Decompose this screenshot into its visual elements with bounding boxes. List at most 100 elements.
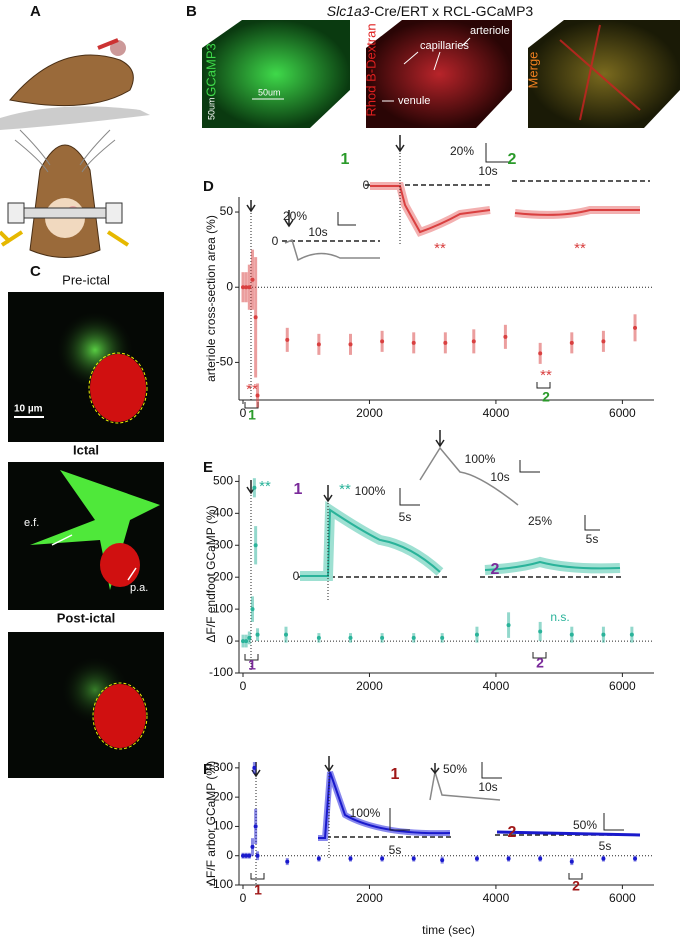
title-part: Slc1a3 [327, 3, 370, 19]
annotation: 100% [350, 806, 381, 820]
data-point [380, 856, 385, 861]
annotation: 50% [443, 762, 467, 776]
panel-label: A [30, 3, 41, 20]
annotation: ** [259, 478, 271, 495]
data-point [601, 632, 606, 637]
y-tick-label: 100 [213, 601, 233, 615]
annotation: 100% [355, 484, 386, 498]
scale-label: 50um [258, 87, 281, 97]
data-point [538, 856, 543, 861]
data-point [506, 856, 511, 861]
panel-label: F [203, 761, 212, 778]
image-rhod [366, 20, 512, 128]
annotation: 1 [254, 882, 262, 898]
data-point [474, 856, 479, 861]
x-axis-label: time (sec) [422, 923, 475, 937]
data-point [569, 859, 574, 864]
panel-label: B [186, 3, 197, 20]
y-tick-label: 0 [226, 633, 233, 647]
annotation: 5s [599, 839, 612, 853]
x-tick-label: 2000 [356, 679, 383, 693]
annotation: 10s [478, 164, 497, 178]
annotation: 5s [586, 532, 599, 546]
data-point [316, 342, 321, 347]
annotation: 10s [308, 225, 327, 239]
data-point [569, 632, 574, 637]
y-tick-label: 0 [226, 848, 233, 862]
data-point [283, 632, 288, 637]
data-point [538, 629, 543, 634]
x-tick-label: 0 [240, 891, 247, 905]
data-point [411, 856, 416, 861]
panel-label: C [30, 263, 41, 280]
x-tick-label: 6000 [609, 891, 636, 905]
panel-label: E [203, 459, 213, 476]
data-point [241, 639, 245, 644]
data-point [411, 340, 416, 345]
annotation: 1 [391, 766, 400, 783]
data-point [241, 285, 245, 290]
annotation: ** [246, 381, 258, 398]
image-label: Rhod B-Dextran [363, 23, 378, 116]
data-point [244, 285, 249, 290]
data-point [471, 339, 476, 344]
data-point [348, 856, 353, 861]
annotation: 1 [248, 657, 256, 673]
annotation: ** [339, 481, 351, 498]
y-tick-label: 100 [213, 819, 233, 833]
annotation: 2 [508, 151, 517, 168]
y-axis-label: arteriole cross-section area (%) [204, 215, 218, 382]
annotation: 1 [341, 151, 350, 168]
annotation: 1 [248, 407, 256, 423]
data-point [253, 824, 258, 829]
data-point [244, 853, 249, 858]
panel-label: D [203, 178, 214, 195]
data-point [247, 853, 252, 858]
data-point [440, 858, 445, 863]
annotation: 2 [508, 824, 517, 841]
annotation: 0 [272, 234, 279, 248]
data-point [244, 639, 249, 644]
data-point [506, 623, 511, 628]
y-tick-label: 50 [220, 204, 234, 218]
image-label: Merge [525, 52, 540, 89]
data-point [633, 856, 638, 861]
data-point [253, 543, 258, 548]
data-point [411, 635, 416, 640]
image-label: GCaMP3 [203, 43, 218, 96]
data-point [253, 315, 258, 320]
data-point [252, 765, 257, 770]
x-tick-label: 2000 [356, 891, 383, 905]
y-tick-label: -100 [209, 665, 233, 679]
data-point [316, 856, 321, 861]
data-point [252, 485, 257, 490]
data-point [241, 853, 245, 858]
x-tick-label: 4000 [483, 679, 510, 693]
data-point [633, 325, 638, 330]
annotation: venule [398, 95, 430, 107]
annotation: 5s [389, 843, 402, 857]
annotation: e.f. [24, 517, 39, 529]
image-gcamp [202, 20, 350, 128]
data-point [255, 853, 260, 858]
y-tick-label: 300 [213, 537, 233, 551]
y-axis-label: ΔF/F endfoot GCaMP (%) [204, 505, 218, 642]
data-point [285, 859, 290, 864]
y-tick-label: 300 [213, 760, 233, 774]
x-tick-label: 0 [240, 406, 247, 420]
image-label: Post-ictal [57, 610, 116, 625]
data-point [348, 342, 353, 347]
annotation: 20% [283, 209, 307, 223]
annotation: 2 [491, 561, 500, 578]
scale-label: 10 µm [14, 404, 43, 415]
annotation: ** [574, 240, 586, 257]
annotation: p.a. [130, 582, 148, 594]
scale-label: 50um [206, 97, 216, 120]
annotation: n.s. [550, 610, 569, 624]
annotation: capillaries [420, 40, 469, 52]
y-tick-label: 400 [213, 505, 233, 519]
data-point [255, 393, 260, 398]
y-tick-label: 200 [213, 569, 233, 583]
micrographs [8, 292, 164, 778]
